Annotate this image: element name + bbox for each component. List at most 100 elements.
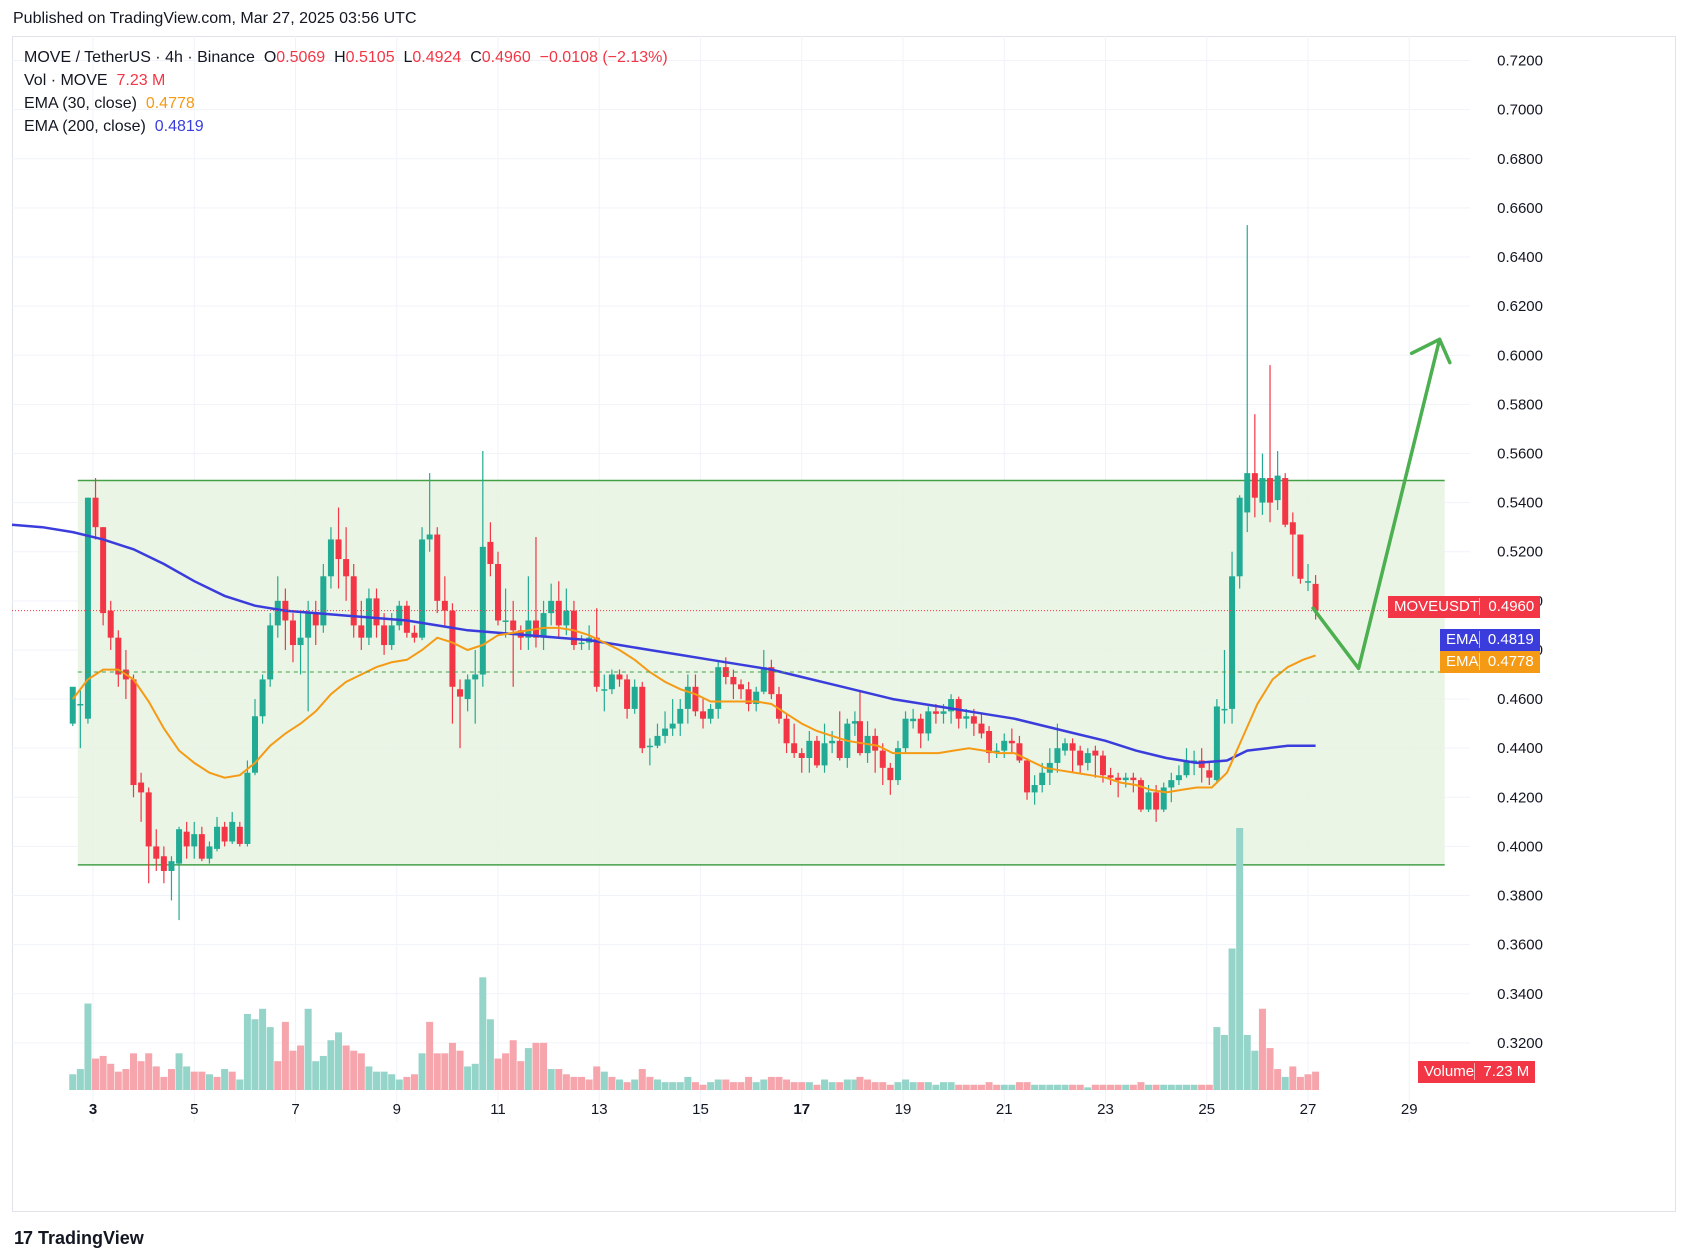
candle-body (856, 721, 863, 754)
time-tick-label: 5 (190, 1101, 198, 1118)
candle-body (677, 708, 684, 724)
ema200-badge-value: 0.4819 (1487, 631, 1534, 648)
volume-bar (707, 1082, 715, 1090)
candle-body (910, 718, 917, 722)
price-tick-label: 0.3800 (1497, 888, 1543, 905)
volume-bar (752, 1082, 760, 1090)
volume-bar (1046, 1084, 1054, 1090)
candle-body (738, 684, 744, 690)
candle-body (358, 625, 365, 638)
candle-body (145, 792, 152, 847)
candle-body (593, 637, 600, 687)
candle-body (1115, 777, 1122, 781)
candle-body (426, 534, 433, 540)
legend-vol-label[interactable]: Vol · MOVE (24, 72, 108, 89)
legend-symbol[interactable]: MOVE / TetherUS · 4h · Binance (24, 49, 255, 66)
volume-bar (251, 1019, 259, 1090)
chart-frame[interactable] (12, 36, 1676, 1212)
volume-bar (342, 1045, 350, 1090)
volume-bar (1312, 1071, 1320, 1090)
volume-bar (1258, 1008, 1266, 1090)
candle-body (305, 613, 312, 638)
candle-body (1145, 792, 1152, 810)
time-tick-label: 27 (1300, 1101, 1317, 1118)
candle-body (343, 559, 350, 577)
legend-h-value: 0.5105 (345, 49, 395, 66)
candle-body (631, 686, 638, 709)
volume-bar (608, 1076, 616, 1090)
candle-body (902, 718, 909, 749)
candle-body (925, 711, 932, 734)
volume-bar (616, 1079, 623, 1090)
volume-bar (1205, 1084, 1213, 1090)
volume-bar (775, 1076, 783, 1090)
volume-bar (259, 1008, 267, 1090)
ema200-badge-name: EMA (1446, 631, 1480, 648)
candle-body (1259, 478, 1266, 503)
candle-body (829, 740, 836, 744)
volume-bar (1190, 1084, 1198, 1090)
last-price-badge-value: 0.4960 (1488, 598, 1535, 615)
volume-bar (631, 1079, 639, 1090)
price-tick-label: 0.3600 (1497, 937, 1543, 954)
volume-bar (894, 1082, 902, 1090)
time-tick-label: 9 (393, 1101, 401, 1118)
legend-ema30-label[interactable]: EMA (30, close) (24, 95, 137, 112)
volume-bar (1198, 1084, 1206, 1090)
volume-bar (335, 1032, 343, 1090)
candle-body (441, 600, 448, 611)
volume-bar (236, 1079, 244, 1090)
legend-l-label: L (403, 49, 413, 66)
volume-bar (114, 1071, 122, 1090)
volume-bar (152, 1066, 160, 1090)
volume-bar (1289, 1066, 1297, 1090)
volume-bar (547, 1069, 555, 1090)
volume-bar (532, 1042, 540, 1090)
volume-bar (1107, 1084, 1115, 1090)
candle-body (1297, 534, 1304, 579)
price-levels (12, 610, 1470, 673)
candle-body (851, 721, 858, 724)
candle-body (978, 723, 985, 734)
candle-body (768, 667, 775, 695)
volume-bar (517, 1061, 525, 1090)
candle-body (327, 539, 334, 577)
last-price-badge: MOVEUSDT 0.4960 (1388, 596, 1541, 618)
time-tick-label: 29 (1401, 1101, 1418, 1118)
volume-bar (1228, 948, 1236, 1090)
volume-bar (190, 1071, 198, 1090)
time-tick-label: 17 (793, 1101, 810, 1118)
volume-badge: Volume 7.23 M (1418, 1061, 1536, 1083)
candle-body (479, 546, 486, 675)
volume-bar (1304, 1074, 1312, 1090)
candle-body (970, 716, 977, 724)
candle-body (715, 667, 722, 709)
volume-bar (137, 1061, 145, 1090)
candle-body (879, 750, 886, 768)
volume-bar (1000, 1084, 1008, 1090)
volume-bar (1099, 1084, 1107, 1090)
volume-bar (183, 1066, 191, 1090)
candle-body (616, 674, 623, 680)
volume-bar (99, 1055, 107, 1090)
tradingview-logo[interactable]: 17 TradingView (14, 1228, 144, 1249)
candle-body (411, 632, 418, 638)
candle-body (153, 846, 160, 859)
volume-bar (1129, 1084, 1137, 1090)
volume-bar (1266, 1048, 1274, 1090)
volume-bar (917, 1082, 925, 1090)
volume-bar (145, 1053, 153, 1090)
volume-bar (380, 1071, 388, 1090)
volume-bar (676, 1082, 684, 1090)
volume-bar (1053, 1084, 1061, 1090)
time-tick-label: 15 (692, 1101, 709, 1118)
legend-ema200-label[interactable]: EMA (200, close) (24, 118, 146, 135)
candle-body (1137, 780, 1144, 810)
volume-bar (902, 1079, 910, 1090)
volume-bar (856, 1076, 864, 1090)
candle-body (624, 679, 631, 709)
candle-body (487, 541, 494, 564)
volume-bar (783, 1079, 791, 1090)
volume-bar (84, 1003, 92, 1090)
